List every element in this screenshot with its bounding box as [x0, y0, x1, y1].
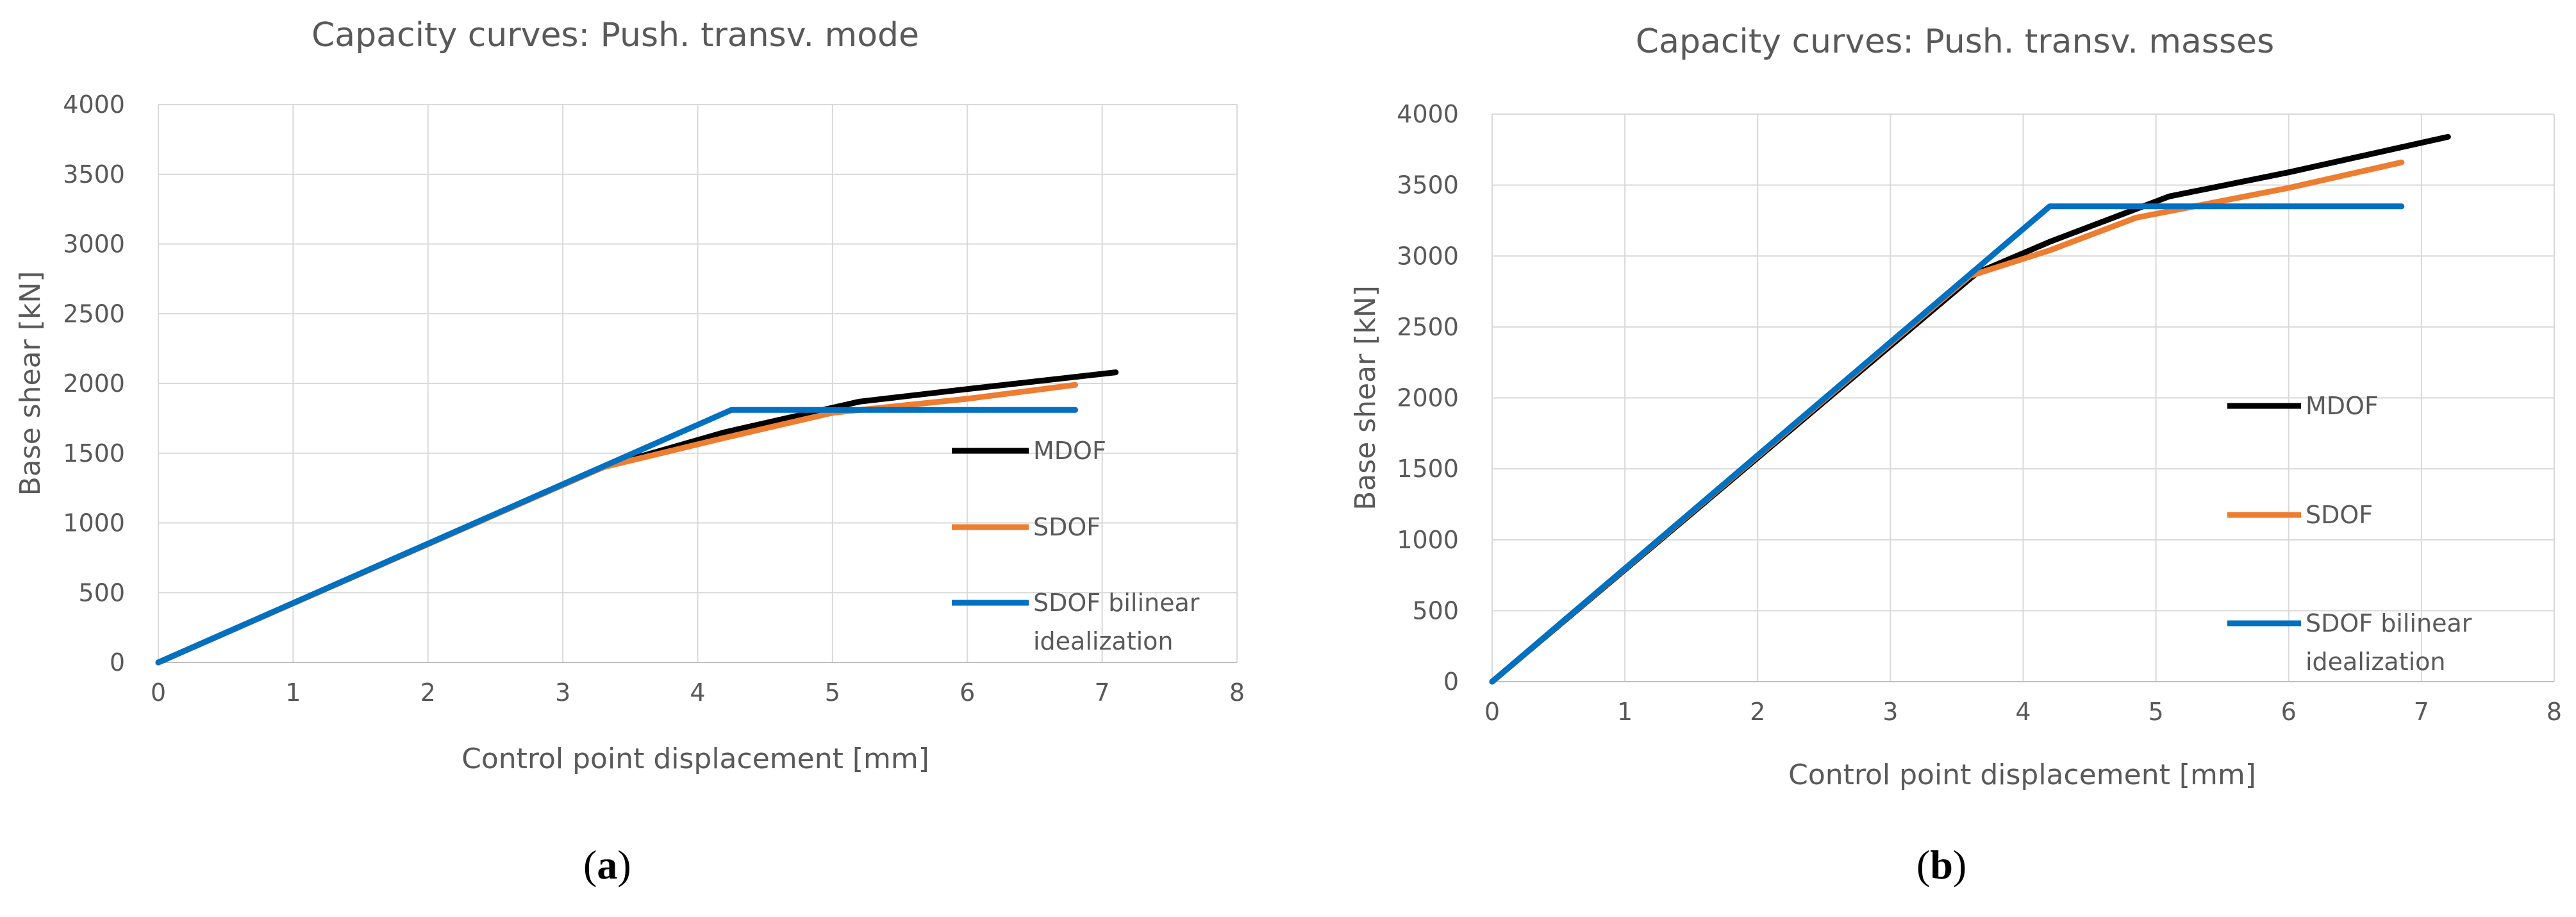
panel-caption-a: (a) — [583, 841, 631, 889]
chart1-legend-label: SDOF bilinear — [1033, 589, 1200, 617]
chart1-xtick-label: 8 — [1229, 678, 1245, 707]
chart1-xtick-label: 2 — [420, 678, 436, 707]
chart1-xtick-label: 1 — [285, 678, 301, 707]
chart1-xtick-label: 0 — [151, 678, 166, 707]
panel-caption-b: (b) — [1916, 841, 1966, 889]
chart1-ytick-label: 500 — [78, 578, 125, 607]
chart2-ytick-label: 500 — [1412, 596, 1459, 625]
chart1-ytick-label: 2500 — [63, 299, 125, 328]
chart2-xtick-label: 3 — [1882, 698, 1898, 726]
chart2-series-line-1 — [1489, 133, 2451, 685]
chart2-xtick-label: 0 — [1484, 698, 1500, 726]
chart2-series-line-2 — [1489, 159, 2405, 685]
chart1-ytick-label: 3000 — [63, 230, 125, 258]
chart2-legend-label: MDOF — [2306, 392, 2379, 420]
chart1-xtick-label: 3 — [555, 678, 570, 707]
chart1-xtick-label: 5 — [825, 678, 840, 707]
caption-letter: a — [597, 842, 618, 888]
chart1-series-line-3 — [155, 407, 1078, 666]
chart2-xtick-label: 8 — [2547, 698, 2562, 726]
chart2-ytick-label: 4000 — [1397, 100, 1459, 128]
chart1-ytick-label: 1500 — [63, 439, 125, 467]
chart1-legend-label: SDOF — [1033, 513, 1101, 541]
chart2-y-axis-label: Base shear [kN] — [1349, 285, 1382, 510]
caption-open-paren: ( — [583, 842, 597, 888]
caption-close-paren: ) — [617, 842, 631, 888]
chart2-xtick-label: 5 — [2148, 698, 2164, 726]
chart2-xtick-label: 6 — [2281, 698, 2297, 726]
chart2-series-line-3 — [1489, 203, 2405, 685]
chart2-xtick-label: 2 — [1750, 698, 1765, 726]
chart2-ytick-label: 0 — [1443, 668, 1459, 696]
chart2-x-axis-label: Control point displacement [mm] — [1788, 759, 2256, 791]
chart1-y-axis-label: Base shear [kN] — [14, 271, 47, 496]
chart1-ytick-label: 1000 — [63, 509, 125, 537]
chart1-legend-label: MDOF — [1033, 437, 1106, 465]
chart2-title: Capacity curves: Push. transv. masses — [1636, 22, 2274, 61]
chart1-xtick-label: 6 — [960, 678, 975, 707]
chart2-legend-label: SDOF — [2306, 501, 2373, 529]
chart2-ytick-label: 3500 — [1397, 171, 1459, 199]
chart2-ytick-label: 2500 — [1397, 313, 1459, 341]
caption-close-paren: ) — [1952, 842, 1967, 888]
chart1-ytick-label: 2000 — [63, 369, 125, 398]
chart1-legend-label: idealization — [1033, 627, 1173, 655]
chart1-ytick-label: 0 — [110, 648, 125, 677]
chart2-xtick-label: 7 — [2414, 698, 2429, 726]
chart1-ytick-label: 4000 — [63, 90, 125, 119]
chart2-legend-label: SDOF bilinear — [2306, 609, 2472, 637]
chart1-title: Capacity curves: Push. transv. mode — [312, 16, 919, 55]
chart1-x-axis-label: Control point displacement [mm] — [461, 743, 929, 775]
chart1-xtick-label: 7 — [1095, 678, 1110, 707]
chart1-ytick-label: 3500 — [63, 160, 125, 189]
chart2-ytick-label: 3000 — [1397, 242, 1459, 270]
chart2-xtick-label: 4 — [2015, 698, 2031, 726]
caption-open-paren: ( — [1916, 842, 1931, 888]
chart2-ytick-label: 1500 — [1397, 455, 1459, 483]
chart2-ytick-label: 1000 — [1397, 526, 1459, 554]
chart2-legend-label: idealization — [2306, 648, 2445, 676]
chart1-xtick-label: 4 — [690, 678, 705, 707]
chart2-xtick-label: 1 — [1617, 698, 1633, 726]
chart2-ytick-label: 2000 — [1397, 384, 1459, 412]
caption-letter: b — [1930, 842, 1953, 888]
